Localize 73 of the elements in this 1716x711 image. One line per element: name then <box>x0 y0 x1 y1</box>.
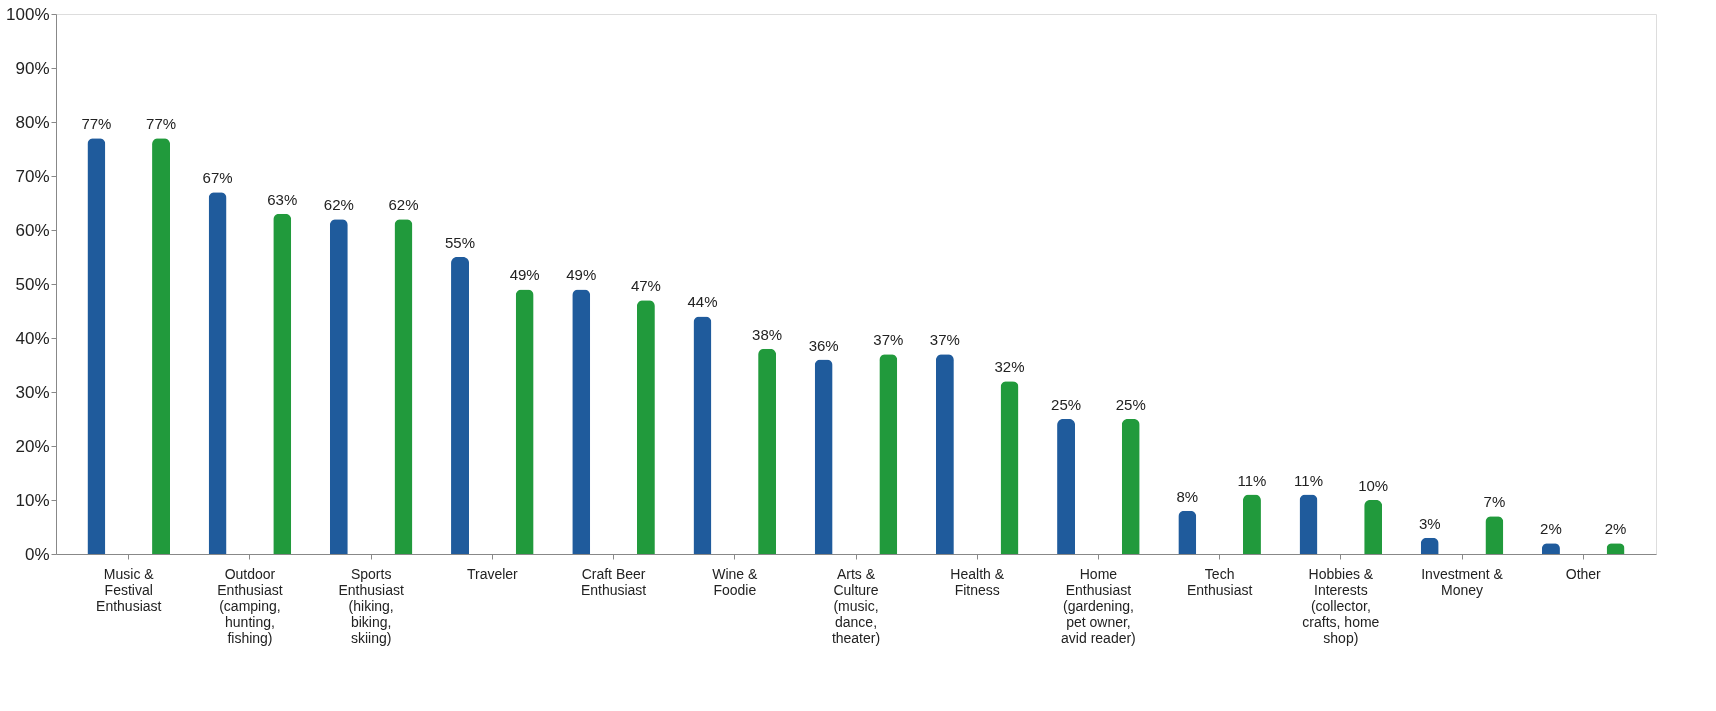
y-tick-label: 0% <box>24 544 50 564</box>
data-label: 55% <box>445 234 476 251</box>
data-label: 25% <box>1115 396 1146 413</box>
data-label: 62% <box>388 196 419 214</box>
data-label: 49% <box>509 266 540 284</box>
data-label: 2% <box>1604 520 1627 538</box>
bar <box>572 289 591 554</box>
y-tick-label: 10% <box>15 490 50 510</box>
data-label: 32% <box>994 358 1025 376</box>
x-tick-label: Other <box>1565 565 1602 582</box>
bar <box>1364 500 1383 554</box>
x-tick-label: Craft Beer Enthusiast <box>580 565 647 598</box>
data-label: 37% <box>873 331 904 349</box>
x-tick-label: Hobbies & Interests (collector, crafts, home shop) <box>1302 565 1380 646</box>
bar <box>87 138 106 554</box>
x-tick-label: Traveler <box>466 565 519 582</box>
data-label: 47% <box>630 277 661 295</box>
data-label: 44% <box>687 293 718 311</box>
bar <box>1178 510 1197 554</box>
bar <box>879 354 898 554</box>
y-tick-label: 80% <box>15 112 50 132</box>
data-label: 10% <box>1358 477 1389 494</box>
bar <box>451 257 470 554</box>
bar <box>636 300 655 554</box>
y-tick-label: 70% <box>15 166 50 186</box>
data-label: 63% <box>267 190 298 208</box>
bar <box>329 219 348 554</box>
bar <box>1299 494 1318 554</box>
bar <box>1242 494 1261 554</box>
x-tick-label: Sports Enthusiast (hiking, biking, skiing) <box>338 565 404 646</box>
bar <box>273 213 292 554</box>
data-label: 2% <box>1540 520 1562 538</box>
data-label: 38% <box>752 325 783 343</box>
data-label: 3% <box>1418 514 1441 532</box>
y-tick-label: 30% <box>15 382 50 402</box>
x-tick-label: Music & Festival Enthusiast <box>96 565 162 614</box>
x-tick-label: Wine & Foodie <box>712 565 759 598</box>
y-tick-label: 40% <box>15 328 50 348</box>
bar <box>1000 381 1019 554</box>
x-tick-label: Health & Fitness <box>950 565 1005 598</box>
y-tick-label: 100% <box>6 4 50 24</box>
bar <box>1485 516 1504 554</box>
data-label: 77% <box>81 115 112 133</box>
bar <box>394 219 413 554</box>
y-tick-label: 90% <box>15 58 50 78</box>
bar <box>693 316 712 554</box>
data-label: 25% <box>1051 396 1082 413</box>
data-label: 49% <box>566 266 597 284</box>
bar <box>758 348 777 554</box>
data-label: 36% <box>808 336 839 354</box>
data-label: 62% <box>323 196 354 214</box>
x-tick-label: Home Enthusiast (gardening, pet owner, avid reader) <box>1061 565 1136 646</box>
y-tick-label: 60% <box>15 220 50 240</box>
x-tick-label: Arts & Culture (music, dance, theater) <box>831 565 881 646</box>
data-label: 77% <box>146 115 177 133</box>
x-tick-label: Investment & Money <box>1421 565 1504 598</box>
bar <box>814 359 833 554</box>
data-label: 8% <box>1176 487 1199 505</box>
bar <box>1057 419 1076 554</box>
data-label: 67% <box>202 169 233 187</box>
bar <box>152 138 171 554</box>
bar <box>1121 419 1140 554</box>
bar <box>208 192 227 554</box>
x-tick-label: Outdoor Enthusiast (camping, hunting, fishing) <box>217 565 283 646</box>
y-tick-label: 20% <box>15 436 50 456</box>
data-label: 11% <box>1294 471 1323 489</box>
x-tick-label: Tech Enthusiast <box>1186 565 1253 598</box>
bar <box>935 354 954 554</box>
y-tick-label: 50% <box>15 274 50 294</box>
bar <box>515 289 534 554</box>
data-label: 37% <box>929 331 960 349</box>
data-label: 11% <box>1237 471 1267 489</box>
data-label: 7% <box>1483 493 1506 511</box>
